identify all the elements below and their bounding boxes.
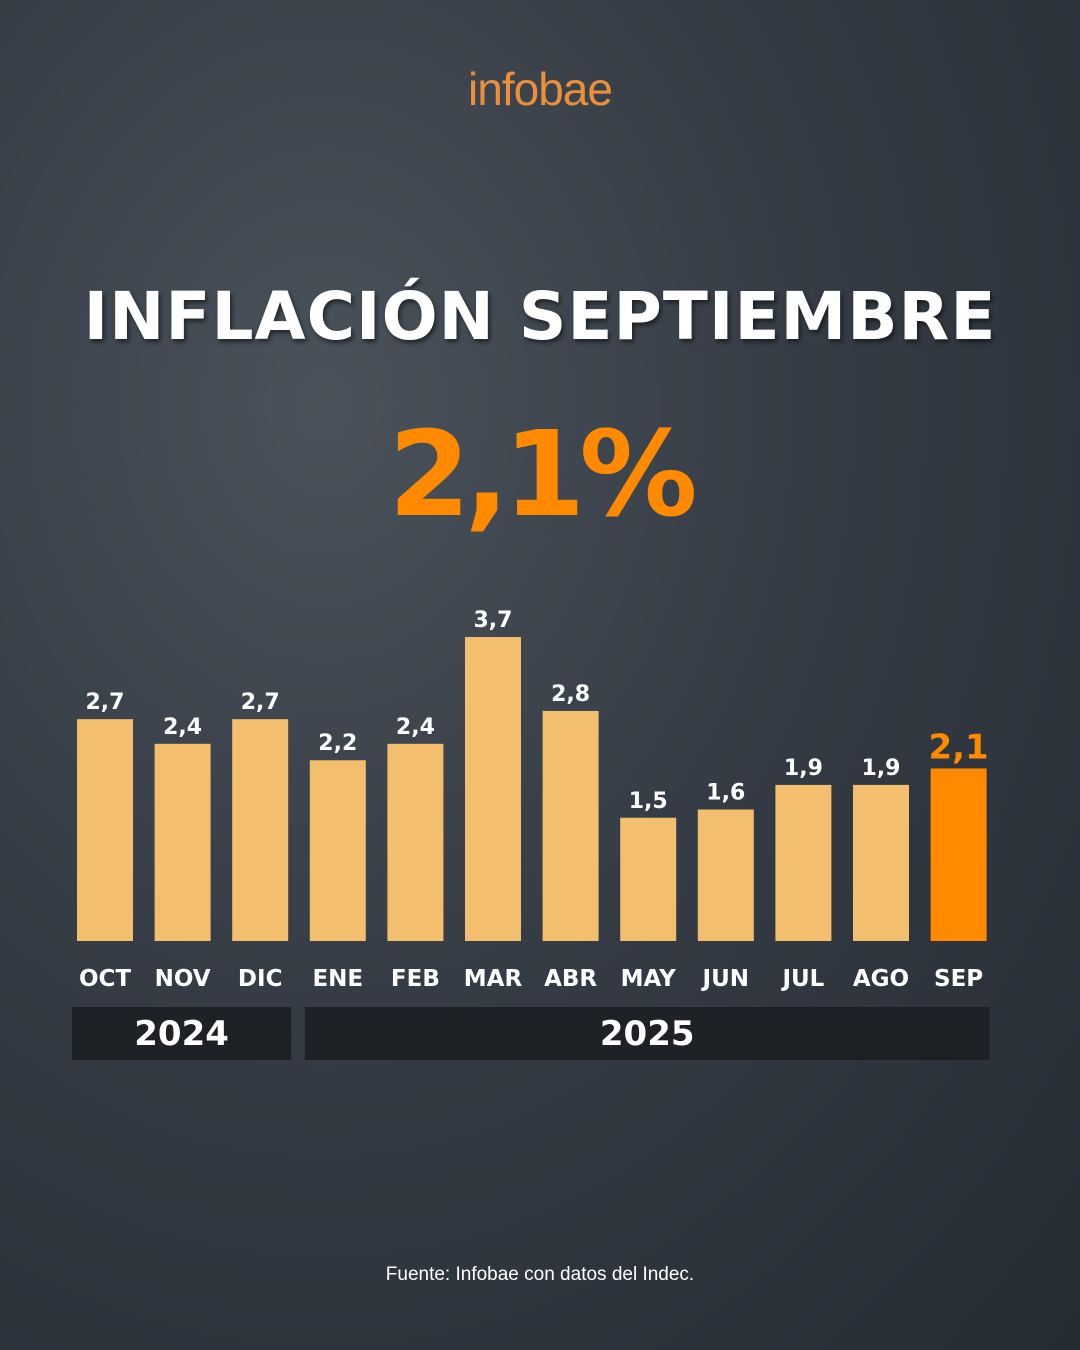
- bar-jul: [775, 784, 832, 941]
- data-label: 2,2: [318, 731, 357, 756]
- year-band: [72, 1007, 292, 1060]
- x-tick-label: MAY: [621, 966, 676, 992]
- bar-sep: [930, 768, 987, 941]
- x-tick-label: ENE: [312, 966, 363, 992]
- x-tick-label: JUL: [780, 966, 824, 992]
- x-tick-label: SEP: [934, 966, 983, 992]
- data-label: 3,7: [474, 608, 513, 633]
- bar-mar: [465, 637, 521, 941]
- year-label: 2024: [134, 1014, 229, 1054]
- source-note: Fuente: Infobae con datos del Indec.: [385, 1264, 695, 1285]
- data-label: 2,7: [241, 690, 280, 715]
- data-label: 1,9: [862, 756, 901, 781]
- data-label: 1,9: [784, 756, 823, 781]
- data-label: 2,1: [928, 727, 988, 767]
- year-band: [304, 1007, 990, 1060]
- x-tick-label: OCT: [79, 966, 131, 992]
- bar-nov: [154, 743, 211, 941]
- data-label: 2,4: [163, 715, 202, 740]
- infobae-logo: infobae: [468, 63, 613, 115]
- x-tick-label: NOV: [155, 966, 211, 992]
- bar-oct: [77, 719, 133, 941]
- data-label: 2,7: [86, 690, 125, 715]
- year-label: 2025: [600, 1014, 695, 1054]
- x-tick-label: ABR: [544, 966, 597, 992]
- bar-jun: [697, 809, 754, 941]
- x-tick-label: MAR: [464, 966, 523, 992]
- bar-dic: [232, 719, 289, 941]
- bar-feb: [387, 743, 444, 941]
- bar-ago: [853, 784, 909, 941]
- data-label: 1,6: [706, 781, 745, 806]
- bar-abr: [542, 710, 599, 941]
- headline-value: 2,1%: [388, 405, 697, 543]
- bar-ene: [309, 760, 366, 941]
- bar-chart: 2,7 OCT 2,4 NOV 2,7 DIC 2,2 ENE 2,4 FEB 3,7 MAR 2,8 A…: [72, 608, 990, 1060]
- x-tick-label: FEB: [391, 966, 440, 992]
- x-tick-label: DIC: [238, 966, 283, 992]
- data-label: 1,5: [629, 789, 668, 814]
- data-label: 2,8: [551, 682, 590, 707]
- x-tick-label: AGO: [853, 966, 909, 992]
- x-tick-label: JUN: [701, 966, 749, 992]
- page-title: INFLACIÓN SEPTIEMBRE: [83, 278, 997, 355]
- data-label: 2,4: [396, 715, 435, 740]
- bar-may: [620, 817, 677, 941]
